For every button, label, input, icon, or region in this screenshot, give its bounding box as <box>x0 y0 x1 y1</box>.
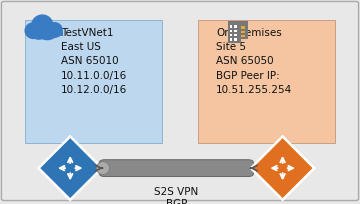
Polygon shape <box>39 137 102 200</box>
Bar <box>230 30 232 33</box>
Text: On-Premises
Site 5
ASN 65050
BGP Peer IP:
10.51.255.254: On-Premises Site 5 ASN 65050 BGP Peer IP… <box>216 28 292 95</box>
Ellipse shape <box>31 15 54 37</box>
Bar <box>230 39 232 41</box>
Ellipse shape <box>46 23 63 39</box>
Bar <box>228 22 240 43</box>
FancyBboxPatch shape <box>27 32 63 37</box>
Bar <box>234 39 237 41</box>
Bar <box>240 27 244 30</box>
Ellipse shape <box>24 23 42 40</box>
Ellipse shape <box>31 28 47 41</box>
Bar <box>230 26 232 29</box>
Bar <box>234 35 237 37</box>
FancyArrowPatch shape <box>95 165 102 171</box>
Ellipse shape <box>37 28 57 41</box>
FancyBboxPatch shape <box>198 20 335 143</box>
FancyBboxPatch shape <box>25 20 162 143</box>
Bar <box>234 30 237 33</box>
Bar <box>240 31 244 34</box>
FancyBboxPatch shape <box>1 2 359 201</box>
Text: TestVNet1
East US
ASN 65010
10.11.0.0/16
10.12.0.0/16: TestVNet1 East US ASN 65010 10.11.0.0/16… <box>61 28 127 95</box>
Text: S2S VPN
BGP: S2S VPN BGP <box>154 186 198 204</box>
Bar <box>239 22 248 40</box>
Bar <box>240 36 244 38</box>
FancyBboxPatch shape <box>99 160 253 177</box>
Bar <box>234 26 237 29</box>
Polygon shape <box>251 137 314 200</box>
Bar <box>230 35 232 37</box>
FancyArrowPatch shape <box>251 165 257 171</box>
Ellipse shape <box>96 162 109 175</box>
